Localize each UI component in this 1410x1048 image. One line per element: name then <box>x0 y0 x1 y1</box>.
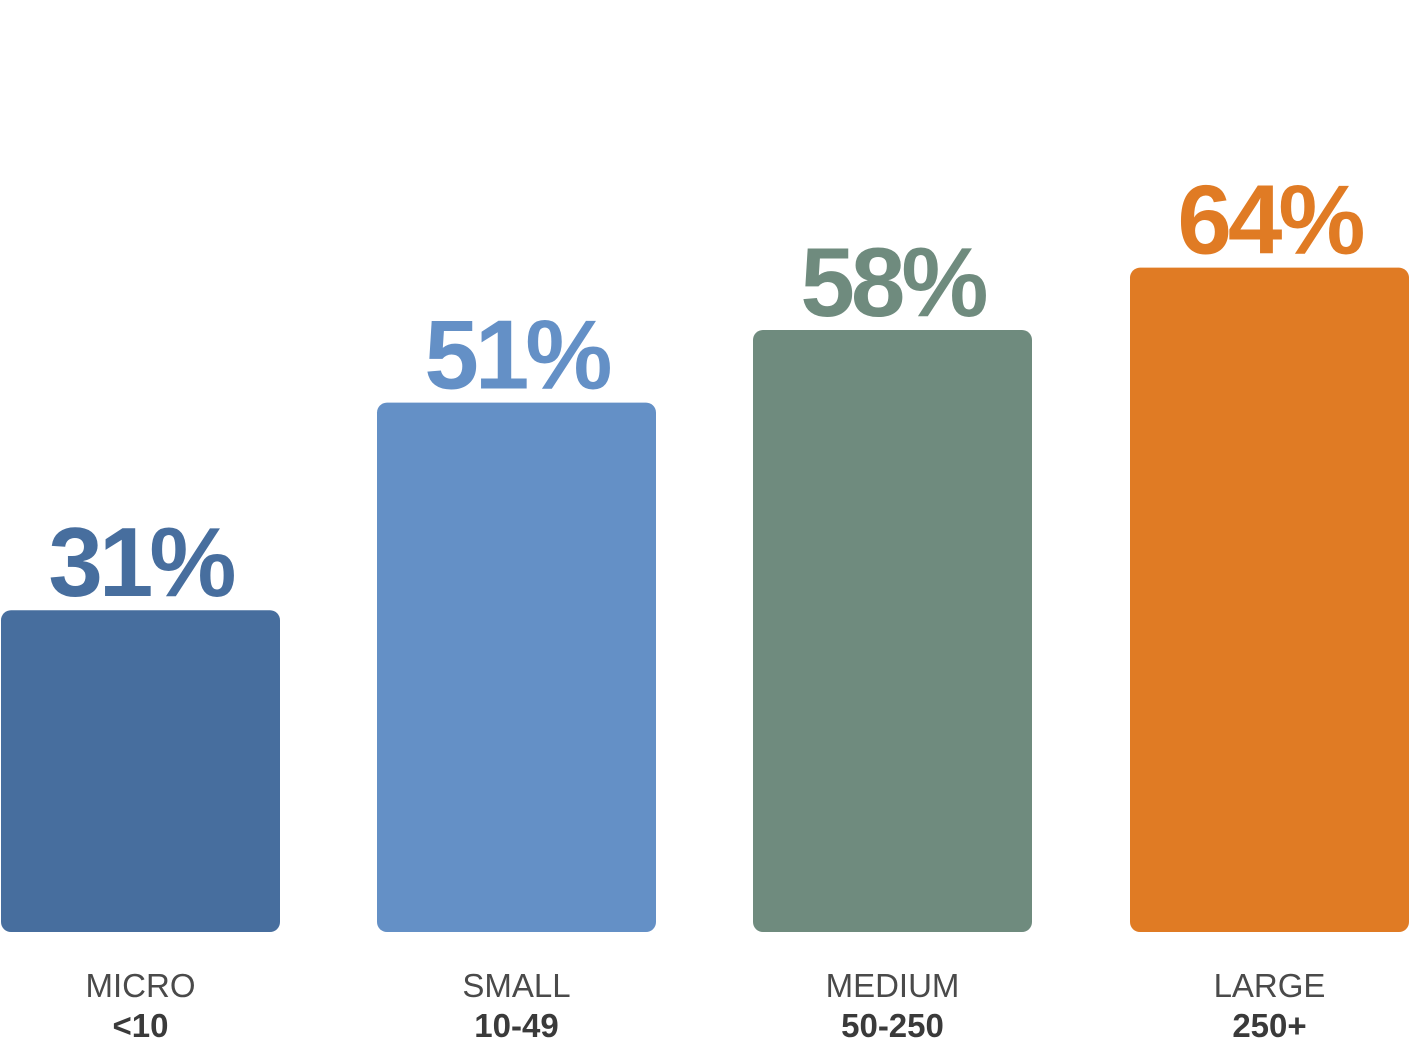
bar-medium <box>753 329 1032 933</box>
category-range-micro: <10 <box>113 1007 169 1044</box>
bar-small <box>377 402 656 932</box>
value-label-micro: 31% <box>48 507 234 617</box>
category-name-micro: MICRO <box>86 967 196 1004</box>
value-label-small: 51% <box>424 300 610 410</box>
bar-micro <box>1 610 280 932</box>
category-range-medium: 50-250 <box>841 1007 944 1044</box>
value-label-large: 64% <box>1177 165 1363 275</box>
category-name-medium: MEDIUM <box>826 967 960 1004</box>
value-label-medium: 58% <box>800 227 986 337</box>
category-name-large: LARGE <box>1214 967 1326 1004</box>
category-range-small: 10-49 <box>474 1007 558 1044</box>
category-name-small: SMALL <box>462 967 570 1004</box>
bar-large <box>1130 267 1409 932</box>
category-range-large: 250+ <box>1232 1007 1306 1044</box>
